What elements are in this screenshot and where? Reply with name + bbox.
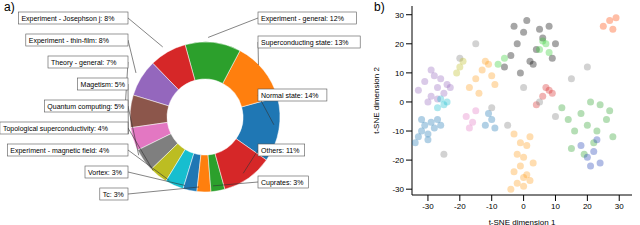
svg-text:Others: 11%: Others: 11% (261, 147, 299, 154)
svg-text:-20: -20 (392, 156, 404, 165)
svg-text:t-SNE dimension 1: t-SNE dimension 1 (489, 218, 556, 225)
svg-text:10: 10 (551, 202, 560, 211)
svg-text:0: 0 (521, 202, 526, 211)
svg-text:-20: -20 (454, 202, 466, 211)
svg-text:t-SNE dimension 2: t-SNE dimension 2 (372, 67, 381, 134)
svg-text:Magetism: 5%: Magetism: 5% (81, 81, 125, 89)
html-text:b): b) (374, 0, 385, 14)
svg-text:0: 0 (400, 98, 405, 107)
svg-text:Experiment - general: 12%: Experiment - general: 12% (261, 15, 344, 23)
svg-text:Experiment - magnetic field: 4: Experiment - magnetic field: 4% (10, 147, 109, 155)
svg-text:-30: -30 (422, 202, 434, 211)
svg-text:Tc: 3%: Tc: 3% (103, 191, 124, 198)
svg-text:10: 10 (395, 69, 404, 78)
svg-text:Theory - general: 7%: Theory - general: 7% (51, 59, 116, 67)
svg-text:Normal state: 14%: Normal state: 14% (261, 92, 319, 99)
svg-text:Quantum computing: 5%: Quantum computing: 5% (47, 103, 124, 111)
svg-text:30: 30 (395, 11, 404, 20)
svg-text:Superconducting state: 13%: Superconducting state: 13% (261, 39, 349, 47)
svg-text:20: 20 (395, 40, 404, 49)
svg-text:Experiment - thin-film: 8%: Experiment - thin-film: 8% (29, 37, 109, 45)
svg-text:Vortex: 3%: Vortex: 3% (88, 169, 122, 176)
svg-text:Topological superconductivity:: Topological superconductivity: 4% (8, 125, 108, 133)
svg-text:20: 20 (583, 202, 592, 211)
svg-text:-10: -10 (392, 127, 404, 136)
svg-text:Cuprates: 3%: Cuprates: 3% (261, 179, 303, 187)
html-text:a): a) (4, 0, 15, 14)
svg-text:30: 30 (615, 202, 624, 211)
svg-text:Experiment - Josephson j: 8%: Experiment - Josephson j: 8% (21, 15, 114, 23)
svg-text:-30: -30 (392, 185, 404, 194)
svg-text:-10: -10 (486, 202, 498, 211)
